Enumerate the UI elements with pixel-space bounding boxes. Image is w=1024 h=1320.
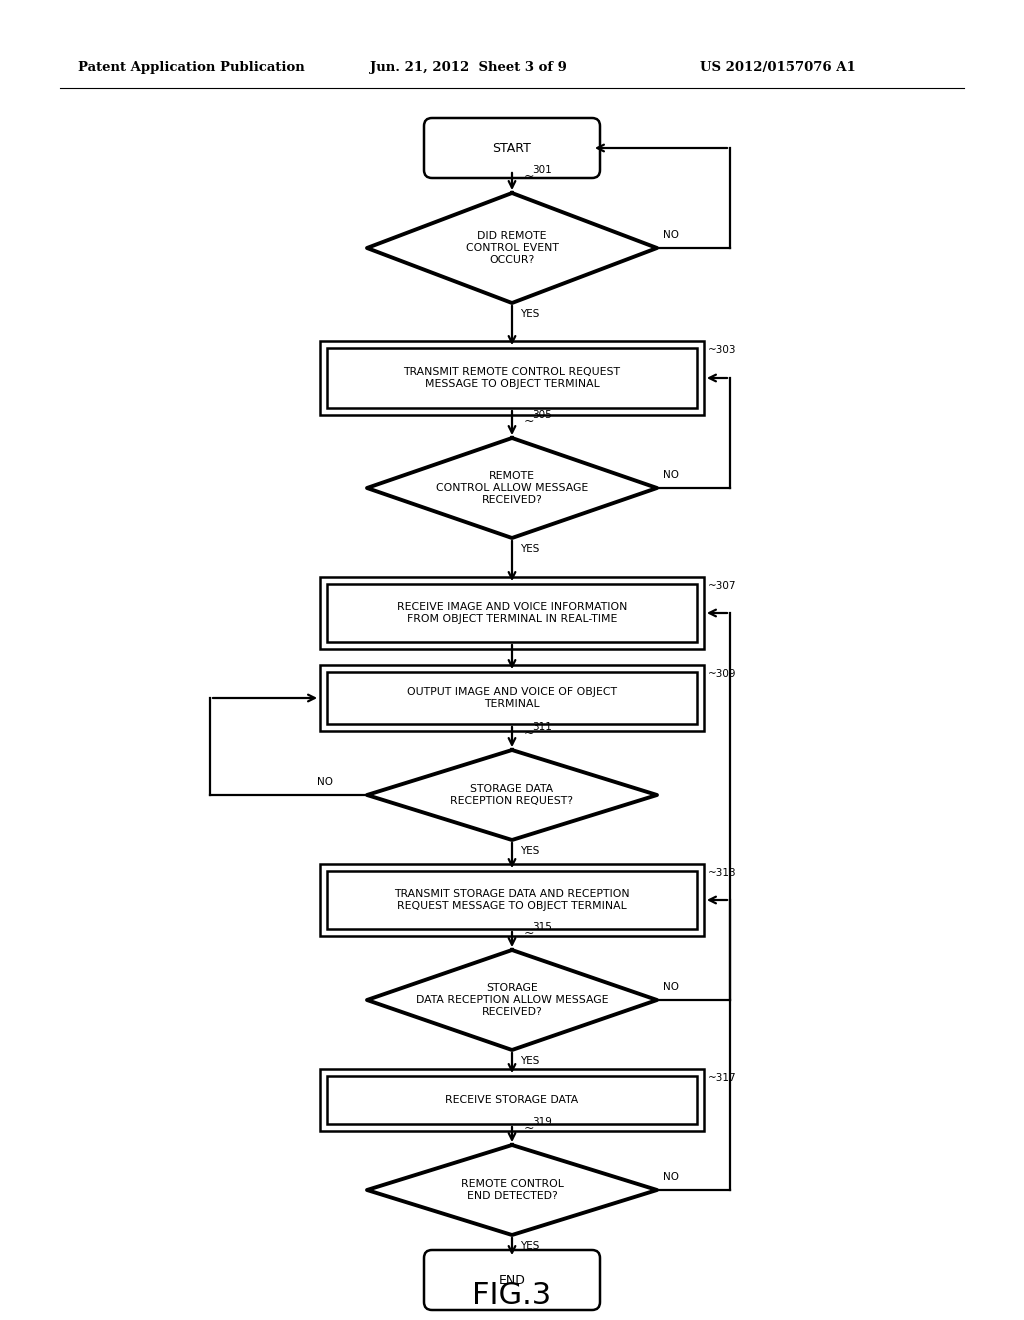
Text: 301: 301 [532,165,552,176]
Text: NO: NO [663,470,679,480]
Text: 319: 319 [532,1117,552,1127]
Text: US 2012/0157076 A1: US 2012/0157076 A1 [700,62,856,74]
Text: REMOTE
CONTROL ALLOW MESSAGE
RECEIVED?: REMOTE CONTROL ALLOW MESSAGE RECEIVED? [436,471,588,504]
Text: REMOTE CONTROL
END DETECTED?: REMOTE CONTROL END DETECTED? [461,1179,563,1201]
Text: Patent Application Publication: Patent Application Publication [78,62,305,74]
Text: ~: ~ [524,414,535,428]
Text: DID REMOTE
CONTROL EVENT
OCCUR?: DID REMOTE CONTROL EVENT OCCUR? [466,231,558,264]
Text: YES: YES [520,544,540,554]
Text: ~: ~ [524,727,535,741]
Text: 311: 311 [532,722,552,733]
Bar [319,865,705,936]
Text: STORAGE DATA
RECEPTION REQUEST?: STORAGE DATA RECEPTION REQUEST? [451,784,573,805]
Text: ~: ~ [524,170,535,183]
Bar [327,871,697,929]
Text: RECEIVE STORAGE DATA: RECEIVE STORAGE DATA [445,1096,579,1105]
Text: NO: NO [663,230,679,240]
Text: NO: NO [317,777,333,787]
Bar [319,577,705,649]
Bar [327,348,697,408]
FancyBboxPatch shape [424,117,600,178]
Text: TRANSMIT REMOTE CONTROL REQUEST
MESSAGE TO OBJECT TERMINAL: TRANSMIT REMOTE CONTROL REQUEST MESSAGE … [403,367,621,389]
Text: 305: 305 [532,411,552,420]
Text: START: START [493,141,531,154]
Bar [327,1076,697,1125]
Text: NO: NO [663,982,679,993]
Text: END: END [499,1274,525,1287]
Text: Jun. 21, 2012  Sheet 3 of 9: Jun. 21, 2012 Sheet 3 of 9 [370,62,567,74]
Polygon shape [367,1144,657,1236]
Bar [327,583,697,642]
Bar [319,665,705,731]
Text: ~: ~ [524,1122,535,1135]
Polygon shape [367,750,657,840]
Text: YES: YES [520,1056,540,1067]
Polygon shape [367,950,657,1049]
Text: YES: YES [520,309,540,319]
Bar [319,1069,705,1131]
Text: NO: NO [663,1172,679,1181]
Text: YES: YES [520,1241,540,1251]
Polygon shape [367,193,657,304]
Text: ~317: ~317 [708,1073,736,1082]
Text: OUTPUT IMAGE AND VOICE OF OBJECT
TERMINAL: OUTPUT IMAGE AND VOICE OF OBJECT TERMINA… [407,688,617,709]
FancyBboxPatch shape [424,1250,600,1309]
Text: ~307: ~307 [708,581,736,591]
Bar [327,672,697,723]
Text: TRANSMIT STORAGE DATA AND RECEPTION
REQUEST MESSAGE TO OBJECT TERMINAL: TRANSMIT STORAGE DATA AND RECEPTION REQU… [394,890,630,911]
Bar [319,341,705,414]
Text: RECEIVE IMAGE AND VOICE INFORMATION
FROM OBJECT TERMINAL IN REAL-TIME: RECEIVE IMAGE AND VOICE INFORMATION FROM… [397,602,627,624]
Text: ~303: ~303 [708,345,736,355]
Text: ~313: ~313 [708,869,736,878]
Text: FIG.3: FIG.3 [472,1280,552,1309]
Polygon shape [367,438,657,539]
Text: ~: ~ [524,927,535,940]
Text: 315: 315 [532,921,552,932]
Text: YES: YES [520,846,540,855]
Text: STORAGE
DATA RECEPTION ALLOW MESSAGE
RECEIVED?: STORAGE DATA RECEPTION ALLOW MESSAGE REC… [416,983,608,1016]
Text: ~309: ~309 [708,669,736,678]
